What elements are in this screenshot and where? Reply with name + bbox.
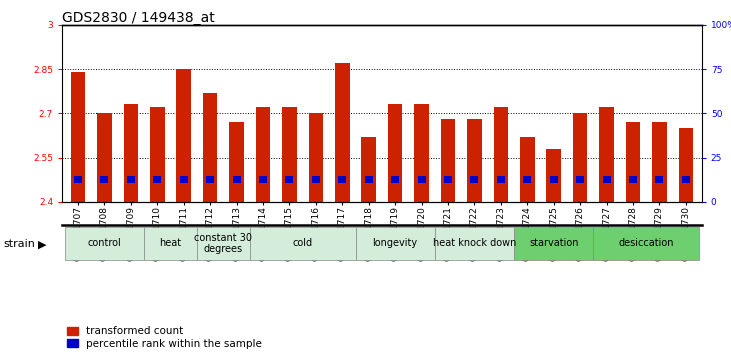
Text: control: control: [88, 238, 121, 249]
Bar: [282, 107, 297, 202]
Bar: [259, 176, 267, 183]
Bar: [493, 107, 508, 202]
Bar: [250, 227, 355, 260]
Bar: [338, 176, 346, 183]
Bar: [414, 104, 429, 202]
Text: heat knock down: heat knock down: [433, 238, 516, 249]
Bar: [65, 227, 144, 260]
Bar: [206, 176, 214, 183]
Text: desiccation: desiccation: [618, 238, 674, 249]
Bar: [550, 176, 558, 183]
Bar: [471, 176, 479, 183]
Text: strain: strain: [4, 239, 36, 249]
Bar: [467, 119, 482, 202]
Bar: [547, 149, 561, 202]
Text: heat: heat: [159, 238, 181, 249]
Bar: [599, 107, 614, 202]
Bar: [100, 176, 108, 183]
Bar: [97, 113, 112, 202]
Bar: [520, 137, 534, 202]
Bar: [626, 122, 640, 202]
Bar: [629, 176, 637, 183]
Bar: [127, 176, 135, 183]
Bar: [391, 176, 399, 183]
Bar: [573, 113, 588, 202]
Bar: [154, 176, 162, 183]
Bar: [365, 176, 373, 183]
Bar: [388, 104, 403, 202]
Text: starvation: starvation: [529, 238, 578, 249]
Bar: [444, 176, 452, 183]
Bar: [308, 113, 323, 202]
Bar: [256, 107, 270, 202]
Bar: [144, 227, 197, 260]
Text: ▶: ▶: [38, 239, 47, 249]
Text: longevity: longevity: [373, 238, 417, 249]
Text: GDS2830 / 149438_at: GDS2830 / 149438_at: [62, 11, 215, 25]
Bar: [594, 227, 699, 260]
Bar: [656, 176, 664, 183]
Bar: [441, 119, 455, 202]
Bar: [514, 227, 594, 260]
Bar: [523, 176, 531, 183]
Bar: [602, 176, 610, 183]
Bar: [74, 176, 82, 183]
Bar: [355, 227, 435, 260]
Bar: [435, 227, 514, 260]
Bar: [652, 122, 667, 202]
Bar: [150, 107, 164, 202]
Bar: [285, 176, 293, 183]
Bar: [230, 122, 244, 202]
Legend: transformed count, percentile rank within the sample: transformed count, percentile rank withi…: [67, 326, 262, 349]
Bar: [232, 176, 240, 183]
Bar: [576, 176, 584, 183]
Text: cold: cold: [292, 238, 313, 249]
Bar: [197, 227, 250, 260]
Bar: [180, 176, 188, 183]
Bar: [361, 137, 376, 202]
Bar: [682, 176, 690, 183]
Bar: [71, 72, 86, 202]
Bar: [176, 69, 191, 202]
Bar: [312, 176, 320, 183]
Text: constant 30
degrees: constant 30 degrees: [194, 233, 252, 254]
Bar: [417, 176, 425, 183]
Bar: [497, 176, 505, 183]
Bar: [335, 63, 349, 202]
Bar: [203, 93, 217, 202]
Bar: [678, 128, 693, 202]
Bar: [124, 104, 138, 202]
